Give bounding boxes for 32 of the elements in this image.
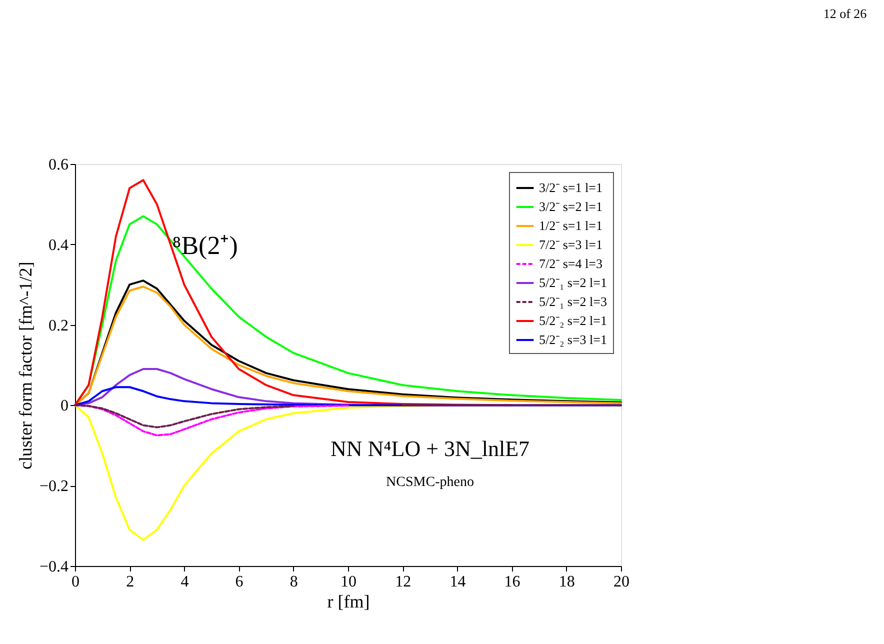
annotation: NN N⁴LO + 3N_lnlE7 — [330, 436, 530, 461]
y-tick-label: 0.2 — [48, 317, 68, 334]
y-axis-title: cluster form factor [fm^-1/2] — [15, 262, 36, 470]
x-axis-title: r [fm] — [327, 592, 370, 612]
x-tick-label: 14 — [450, 574, 466, 590]
x-tick-label: 0 — [72, 574, 80, 590]
y-tick-label: −0.4 — [39, 558, 68, 576]
x-tick-label: 18 — [558, 574, 575, 590]
text: 12 of 26 — [823, 6, 868, 21]
legend-label: 3/2⁻ s=2 l=1 — [539, 199, 602, 214]
legend-label: 5/2⁻₁ s=2 l=1 — [539, 275, 607, 290]
legend-label: 7/2⁻ s=3 l=1 — [539, 237, 602, 252]
legend-label: 3/2⁻ s=1 l=1 — [539, 180, 602, 195]
x-tick-label: 16 — [504, 574, 520, 590]
x-tick-label: 10 — [340, 574, 356, 590]
x-tick-label: 20 — [614, 574, 630, 590]
x-tick-label: 4 — [180, 574, 189, 590]
y-tick-label: 0.4 — [48, 236, 68, 254]
annotation: ⁸B(2⁺) — [172, 231, 238, 260]
x-tick-label: 2 — [126, 574, 134, 590]
x-tick-label: 12 — [395, 574, 412, 590]
x-tick-label: 6 — [235, 574, 244, 590]
y-tick-label: −0.2 — [39, 478, 68, 496]
legend-label: 5/2⁻₁ s=2 l=3 — [539, 294, 607, 309]
legend-label: 7/2⁻ s=4 l=3 — [539, 256, 602, 271]
legend-label: 1/2⁻ s=1 l=1 — [539, 218, 602, 233]
x-tick-label: 8 — [290, 574, 298, 590]
y-tick-label: 0 — [60, 398, 68, 415]
legend-label: 5/2⁻₂ s=2 l=1 — [539, 313, 607, 328]
legend-label: 5/2⁻₂ s=3 l=1 — [539, 332, 607, 347]
annotation: NCSMC-pheno — [386, 475, 474, 490]
y-tick-label: 0.6 — [48, 156, 68, 174]
